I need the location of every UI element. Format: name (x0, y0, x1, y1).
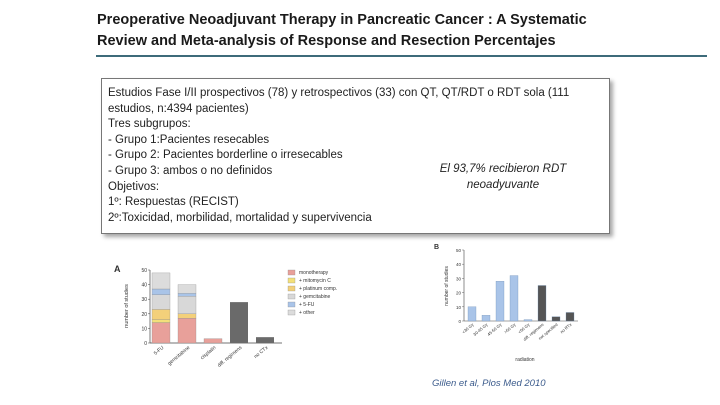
chart-a-bar-total (230, 302, 248, 343)
chart-b-y-tick-label: 50 (456, 248, 462, 253)
chart-b-category-label: 45-50 Gy (486, 321, 503, 336)
subgroups-heading: Tres subgrupos: (108, 118, 191, 131)
objective-2: 2º:Toxicidad, morbilidad, mortalidad y s… (108, 211, 372, 224)
chart-a-category-label: gemcitabine (167, 345, 192, 367)
chart-a-bar-segment (177, 313, 197, 319)
chart-a-y-tick-label: 40 (141, 283, 147, 289)
chart-b-bar (537, 285, 547, 322)
chart-a-category-label: no CTx (253, 345, 270, 360)
chart-a-category-label: 5-FU (153, 345, 166, 357)
callout-line-1: El 93,7% recibieron RDT (439, 163, 567, 175)
chart-a-bar-segment (151, 272, 171, 290)
rdt-callout: El 93,7% recibieron RDT neoadyuvante (418, 162, 588, 193)
chart-b-bar (495, 281, 505, 322)
chart-a-legend-label: + mitomycin C (299, 278, 331, 284)
chart-a-legend-swatch (287, 285, 296, 292)
chart-a-y-tick-label: 20 (141, 312, 147, 318)
chart-b-y-tick-label: 30 (456, 276, 462, 281)
chart-a-bar-segment (151, 309, 171, 320)
title-line-2: Review and Meta-analysis of Response and… (97, 33, 556, 49)
chart-b-y-label: number of studies (444, 266, 450, 306)
chart-b-panel-label: B (434, 244, 439, 251)
chart-b-category-label: no RTx (559, 321, 573, 334)
chart-a-y-label: number of studies (124, 284, 130, 328)
chart-a-bar-total (256, 337, 274, 343)
chart-a-legend-swatch (287, 309, 296, 316)
chart-a-legend-swatch (287, 293, 296, 300)
chart-b-bar (509, 275, 519, 322)
chart-a-panel-label: A (114, 264, 121, 274)
chart-a-category-label: diff. regimens (217, 345, 244, 369)
chart-a-bar-segment (177, 284, 197, 294)
chart-b-y-tick-label: 40 (456, 262, 462, 267)
chart-b-y-tick-label: 20 (456, 291, 462, 296)
group-3: - Grupo 3: ambos o no definidos (108, 164, 273, 177)
chart-a-legend-swatch (287, 301, 296, 308)
chart-a-legend-label: + gemcitabine (299, 294, 330, 300)
chart-a-bar-segment (177, 293, 197, 297)
chart-b-bar (481, 315, 491, 322)
chart-a-bar-segment (203, 338, 223, 344)
summary-box: Estudios Fase I/II prospectivos (78) y r… (101, 78, 610, 234)
chart-a-bar-segment (151, 294, 171, 310)
objectives-heading: Objetivos: (108, 180, 160, 193)
chart-a-legend-swatch (287, 269, 296, 276)
chart-b-category-label: >50 Gy (503, 321, 517, 334)
chart-a-y-tick-label: 50 (141, 268, 147, 274)
citation: Gillen et al, Plos Med 2010 (432, 378, 546, 389)
callout-line-2: neoadyuvante (466, 178, 540, 191)
chart-a-y-tick-label: 10 (141, 326, 147, 332)
chart-b-bar (565, 312, 575, 322)
title-line-1: Preoperative Neoadjuvant Therapy in Panc… (97, 12, 587, 28)
chart-a-legend-label: + platinum comp. (299, 286, 337, 292)
chart-a-y-tick-label: 30 (141, 297, 147, 303)
chart-a-category-label: cisplatin (200, 345, 218, 361)
chart-b-y-tick-label: 0 (458, 319, 461, 324)
chart-a-legend-label: monotherapy (299, 270, 329, 276)
title-underline (96, 55, 707, 57)
slide-title: Preoperative Neoadjuvant Therapy in Panc… (97, 10, 707, 52)
chart-a-y-tick-label: 0 (144, 341, 147, 347)
chart-b-x-label: radiation (515, 357, 534, 363)
chart-b-bar (523, 319, 533, 322)
chart-a-bar-segment (151, 319, 171, 323)
objective-1: 1º: Respuestas (RECIST) (108, 196, 239, 209)
chart-a-legend-label: + 5-FU (299, 302, 315, 308)
chart-a-legend-label: + other (299, 310, 315, 316)
chart-a-legend-swatch (287, 277, 296, 284)
chart-a-bar-segment (151, 288, 171, 295)
chart-b-bar (467, 306, 477, 322)
summary-line-1: Estudios Fase I/II prospectivos (78) y r… (108, 87, 570, 99)
chart-a-bar-segment (177, 296, 197, 314)
group-2: - Grupo 2: Pacientes borderline o irrese… (108, 149, 343, 162)
chart-a-bar-segment (177, 318, 197, 344)
group-1: - Grupo 1:Pacientes resecables (108, 133, 270, 146)
chart-a-bar-segment (151, 322, 171, 344)
chart-b-bar (551, 316, 561, 322)
chart-b-y-tick-label: 10 (456, 305, 462, 310)
summary-line-2: estudios, n:4394 pacientes) (108, 102, 249, 115)
